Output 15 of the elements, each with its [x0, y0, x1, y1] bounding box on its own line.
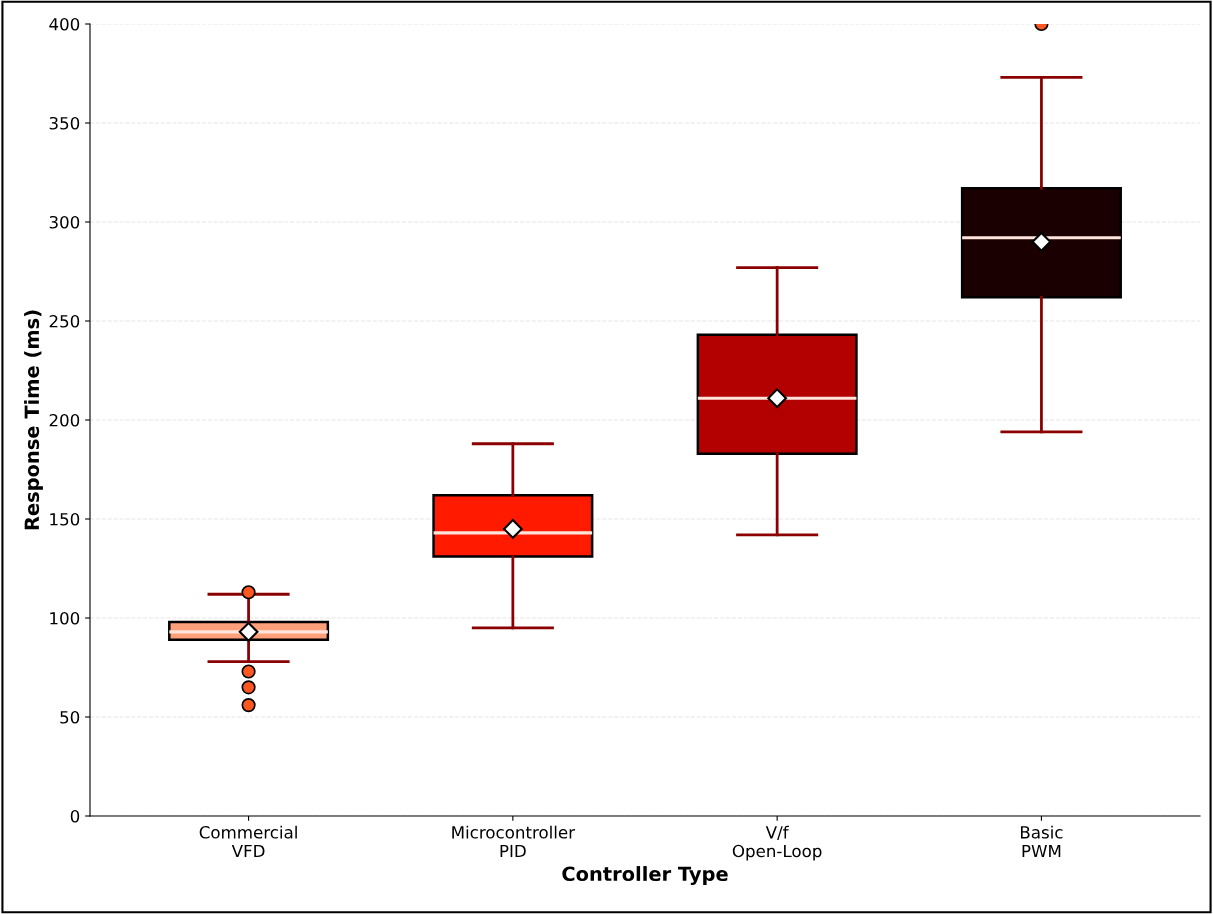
y-tick-label: 300	[49, 215, 80, 229]
x-axis-title: Controller Type	[562, 866, 728, 886]
x-tick-label: Commercial VFD	[199, 825, 297, 858]
y-tick-label: 100	[50, 611, 80, 625]
y-tick-label: 50	[60, 710, 80, 724]
x-tick-label: V/f Open-Loop	[732, 825, 822, 861]
y-axis-title: Response Time (ms)	[24, 310, 43, 530]
x-tick-label: Basic PWM	[1021, 825, 1063, 858]
y-tick-label: 250	[49, 314, 80, 328]
y-tick-label: 200	[49, 413, 80, 427]
y-tick-label: 150	[50, 512, 80, 526]
y-tick-label: 350	[49, 116, 80, 130]
x-tick-label: Microcontroller PID	[452, 825, 576, 858]
y-tick-label: 0	[70, 809, 80, 823]
y-tick-label: 400	[49, 17, 80, 31]
